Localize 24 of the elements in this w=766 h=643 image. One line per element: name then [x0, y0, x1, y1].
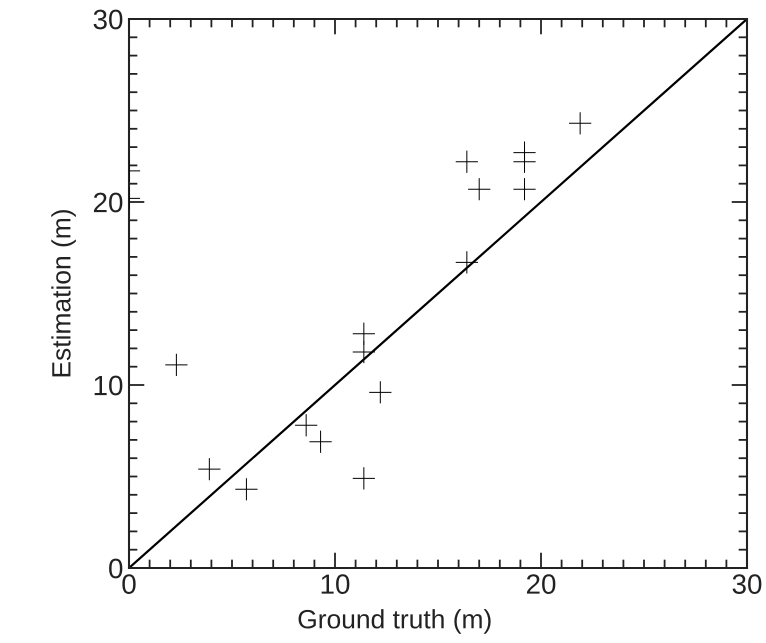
point — [295, 414, 318, 436]
point — [468, 178, 490, 200]
y-tick-label: 20 — [94, 192, 122, 212]
x-tick-label: 10 — [322, 574, 350, 594]
x-tick-label: 30 — [732, 574, 762, 594]
point — [352, 467, 375, 490]
y-tick-label: 30 — [94, 10, 122, 30]
point — [456, 150, 478, 173]
point — [569, 112, 592, 134]
x-axis-title: Ground truth (m) — [298, 609, 491, 634]
point — [456, 251, 478, 274]
y-tick-label: 10 — [94, 376, 122, 396]
point — [165, 354, 188, 376]
y-axis-title: Estimation (m) — [51, 210, 76, 376]
point — [513, 150, 536, 173]
point — [369, 381, 392, 404]
point — [235, 478, 258, 500]
point — [309, 430, 332, 453]
x-tick-label: 20 — [526, 574, 556, 594]
y-tick-label: 0 — [109, 558, 122, 578]
point — [352, 340, 375, 364]
point — [513, 178, 536, 200]
x-tick-label: 0 — [122, 574, 136, 594]
point — [198, 458, 220, 480]
